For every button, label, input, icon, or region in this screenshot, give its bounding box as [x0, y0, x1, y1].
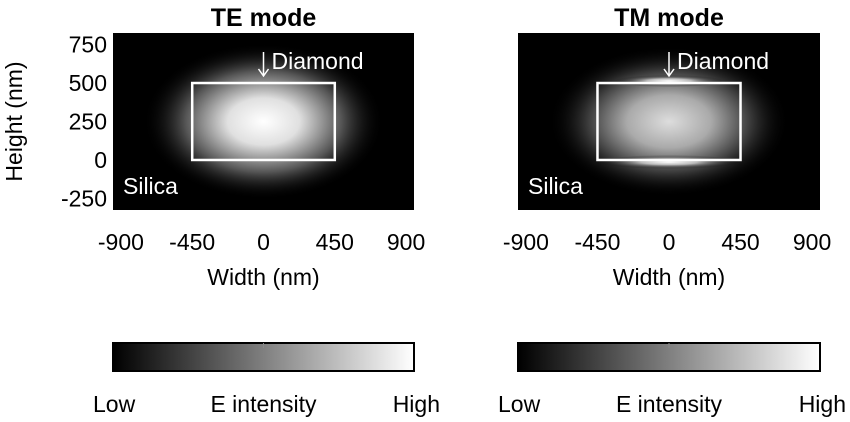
annotation-core: Diamond [677, 48, 769, 74]
x-tick-label: 450 [316, 229, 354, 255]
annotation-substrate: Silica [123, 173, 178, 199]
colorbar-high-label: High [393, 391, 440, 417]
colorbar-low-label: Low [93, 391, 136, 417]
colorbar-low-label: Low [498, 391, 541, 417]
colorbar-label: E intensity [616, 391, 723, 417]
colorbar-high-label: High [799, 391, 846, 417]
colorbar-label: E intensity [210, 391, 317, 417]
annotation-core: Diamond [272, 48, 364, 74]
x-tick-label: 900 [387, 229, 425, 255]
x-axis-label: Width (nm) [613, 264, 725, 290]
x-tick-label: 0 [257, 229, 270, 255]
x-axis-label: Width (nm) [207, 264, 319, 290]
panel-te-mode: TE mode Diamond Silica -900 -450 0 450 900 750 50… [1, 4, 440, 417]
x-tick-label: -450 [574, 229, 620, 255]
down-arrow-icon [663, 52, 675, 78]
x-tick-label: 900 [793, 229, 831, 255]
x-tick-label: 450 [721, 229, 759, 255]
y-tick-label: -250 [61, 185, 107, 211]
panel-tm-mode: TM mode Diamond Silica -900 -450 0 450 900 Width… [498, 4, 846, 417]
waveguide-outline [596, 81, 742, 162]
y-tick-label: 0 [94, 147, 107, 173]
x-tick-label: -900 [98, 229, 144, 255]
x-tick-label: -450 [169, 229, 215, 255]
y-tick-label: 500 [69, 70, 107, 96]
x-tick-label: 0 [663, 229, 676, 255]
y-tick-label: 250 [69, 109, 107, 135]
y-tick-label: 750 [69, 32, 107, 58]
waveguide-outline [190, 81, 337, 162]
chart-title: TM mode [614, 4, 724, 32]
chart-title: TE mode [211, 4, 317, 32]
mode-edge-glow-bottom [599, 154, 739, 169]
x-tick-label: -900 [503, 229, 549, 255]
down-arrow-icon [257, 52, 270, 78]
y-axis-label: Height (nm) [1, 61, 27, 181]
annotation-substrate: Silica [528, 173, 583, 199]
